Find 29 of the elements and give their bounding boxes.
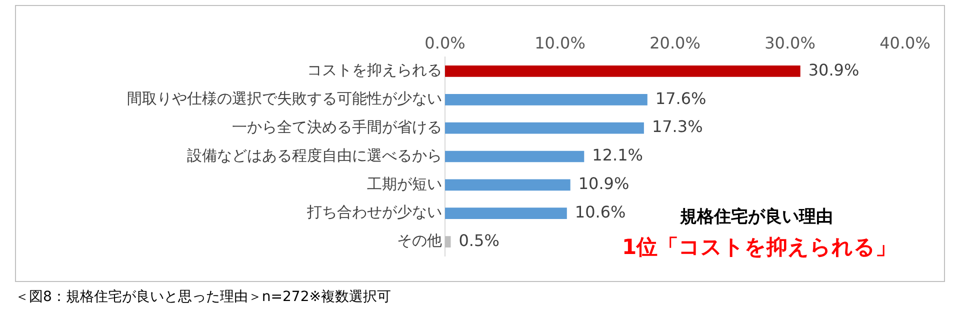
x-tick-label: 0.0% <box>424 34 466 53</box>
y-tick-label: 設備などはある程度自由に選べるから <box>187 146 442 164</box>
text: ＜図8：規格住宅が良いと思った理由＞n=272※複数選択可 <box>15 288 391 306</box>
y-tick-label: 一から全て決める手間が省ける <box>232 118 442 136</box>
bar <box>445 94 648 106</box>
data-label: 10.9% <box>578 174 630 194</box>
data-label: 17.3% <box>652 117 703 136</box>
x-tick-label: 20.0% <box>650 34 700 53</box>
y-tick-label: コストを抑えられる <box>307 61 442 80</box>
data-label: 17.6% <box>655 88 706 108</box>
bar <box>445 122 644 134</box>
data-label: 10.6% <box>574 202 626 222</box>
data-label: 30.9% <box>808 60 860 80</box>
x-tick-label: 30.0% <box>764 34 816 53</box>
bar <box>445 236 451 248</box>
data-label: 12.1% <box>592 146 643 165</box>
bar <box>445 150 584 162</box>
bar <box>445 66 800 77</box>
y-tick-label: 間取りや仕様の選択で失敗する可能性が少ない <box>127 90 442 108</box>
annotation: 1位「コストを抑えられる」 <box>622 234 897 261</box>
annotation: 規格住宅が良い理由 <box>680 206 833 228</box>
y-tick-label: 打ち合わせが少ない <box>306 203 442 222</box>
x-tick-label: 40.0% <box>880 34 930 53</box>
bar <box>445 208 567 220</box>
x-tick-label: 10.0% <box>534 34 586 53</box>
bar <box>445 179 570 191</box>
data-label: 0.5% <box>458 230 500 250</box>
y-tick-label: その他 <box>397 232 442 250</box>
y-tick-label: 工期が短い <box>367 174 442 193</box>
